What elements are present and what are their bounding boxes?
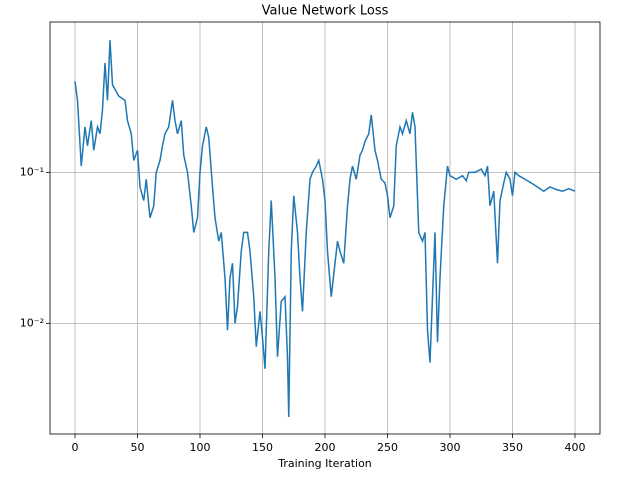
plot-frame [49,21,601,435]
x-tick-label: 0 [72,441,79,454]
y-tick-label: 10⁻² [20,316,44,329]
x-tick-label: 150 [252,441,273,454]
x-tick-label: 250 [377,441,398,454]
x-tick-label: 200 [315,441,336,454]
x-tick-label: 100 [190,441,211,454]
x-tick-label: 50 [131,441,145,454]
x-axis-label: Training Iteration [277,457,372,470]
x-tick-label: 350 [502,441,523,454]
x-tick-label: 300 [440,441,461,454]
y-tick-label: 10⁻¹ [20,165,44,178]
line-series [74,40,576,417]
chart-title: Value Network Loss [262,4,389,19]
x-tick-label: 400 [565,441,586,454]
